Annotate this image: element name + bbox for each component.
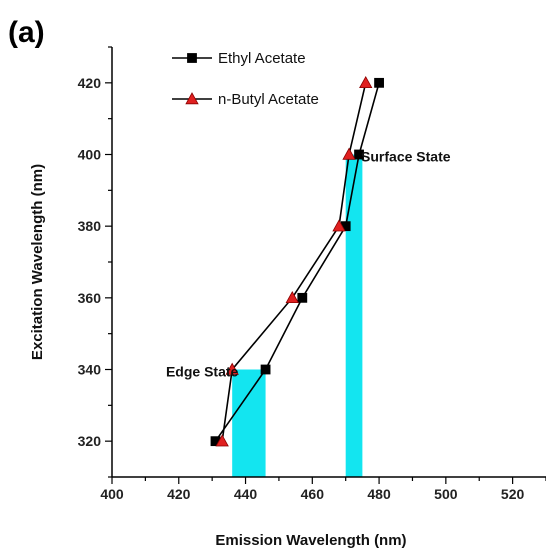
data-point (285, 291, 299, 304)
x-tick-label: 500 (434, 486, 458, 502)
y-tick-label: 340 (78, 362, 102, 378)
x-tick-label: 420 (167, 486, 191, 502)
x-tick-label: 460 (301, 486, 325, 502)
x-tick-label: 480 (367, 486, 391, 502)
legend-label: n-Butyl Acetate (218, 91, 319, 108)
series-line (221, 82, 367, 442)
y-tick-label: 400 (78, 147, 102, 163)
annotation-surface-state: Surface State (361, 149, 451, 165)
x-tick-label: 400 (100, 486, 124, 502)
data-point (374, 77, 384, 88)
legend: Ethyl Acetate n-Butyl Acetate (172, 50, 319, 108)
axes: 400 420 440 460 480 500 520 320 340 360 380 400 420 (78, 46, 546, 502)
region-surface-state (345, 154, 363, 477)
legend-marker (185, 92, 199, 105)
x-tick-label: 520 (501, 486, 525, 502)
legend-item: n-Butyl Acetate (172, 91, 319, 108)
data-point (359, 76, 373, 89)
y-tick-label: 380 (78, 218, 102, 234)
highlight-regions (232, 154, 363, 477)
legend-marker (187, 53, 197, 63)
data-point (332, 219, 346, 232)
series-ethyl-acetate (210, 77, 384, 447)
y-tick-label: 360 (78, 290, 102, 306)
legend-label: Ethyl Acetate (218, 50, 306, 67)
data-point (354, 149, 364, 160)
region-edge-state (232, 369, 266, 477)
data-point (342, 147, 356, 160)
x-axis-label: Emission Wavelength (nm) (215, 532, 406, 549)
data-point (297, 292, 308, 303)
data-point (215, 434, 229, 447)
panel-label: (a) (8, 16, 45, 49)
x-tick-label: 440 (234, 486, 258, 502)
series-n-butyl-acetate (215, 76, 373, 447)
legend-item: Ethyl Acetate (172, 50, 306, 67)
y-tick-label: 420 (78, 75, 102, 91)
series-layer (210, 76, 384, 447)
annotations: Edge State Surface State (166, 149, 451, 380)
y-axis-label: Excitation Wavelength (nm) (29, 164, 46, 360)
data-point (260, 364, 271, 375)
series-line (214, 82, 380, 442)
annotation-edge-state: Edge State (166, 364, 239, 380)
y-tick-label: 320 (78, 433, 102, 449)
data-point (225, 362, 239, 375)
